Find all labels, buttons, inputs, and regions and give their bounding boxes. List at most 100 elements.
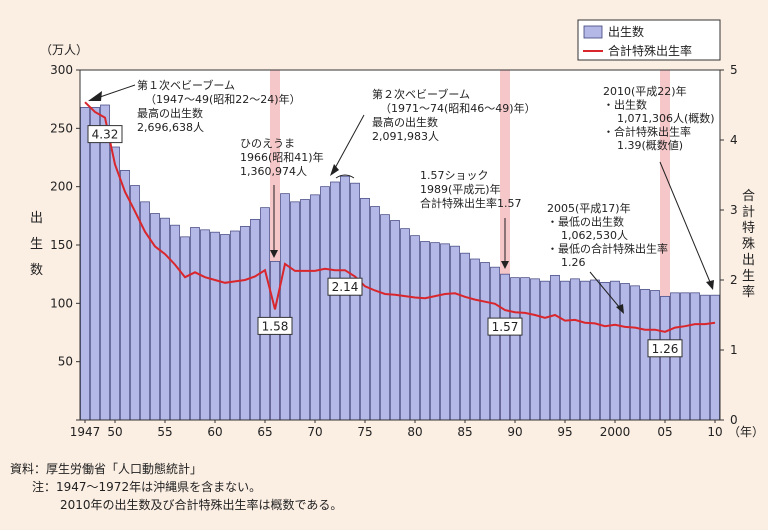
y-right-label-char-2: 特 (742, 221, 755, 236)
arrow-2010 (659, 161, 711, 283)
bar-1962 (230, 230, 240, 421)
tfr-box-label-1949: 4.32 (92, 128, 119, 142)
arrowhead-2005 (616, 304, 624, 314)
annotation-hinoe-0: ひのえうま (240, 137, 295, 150)
y-right-label-char-5: 生 (742, 269, 755, 284)
x-tick-label-1990: 90 (507, 425, 522, 439)
y-left-tick-label-100: 100 (50, 296, 73, 310)
bar-1976 (370, 206, 380, 421)
x-tick-label-2000: 2000 (600, 425, 631, 439)
bar-2005 (660, 295, 670, 421)
estimate-note: 2010年の出生数及び合計特殊出生率は概数である。 (60, 498, 343, 512)
bar-1949 (100, 104, 110, 421)
arrowhead-baby2 (330, 164, 339, 176)
bar-2008 (690, 292, 700, 421)
x-tick-label-1985: 85 (457, 425, 472, 439)
bar-1950 (110, 146, 120, 421)
bar-1984 (450, 245, 460, 421)
bar-1994 (550, 274, 560, 421)
bar-1985 (460, 252, 470, 421)
highlight-band-1966 (270, 70, 280, 420)
tfr-box-label-1989: 1.57 (492, 320, 519, 334)
y-right-label-char-4: 出 (742, 253, 755, 268)
bar-1993 (540, 280, 550, 421)
bar-1965 (260, 207, 270, 421)
tfr-box-1989 (487, 317, 523, 336)
y-left-label-char-2: 数 (30, 263, 43, 278)
bar-1975 (360, 197, 370, 421)
y-right-tick-label-5: 5 (730, 63, 738, 77)
arrowhead-hinoe (270, 250, 278, 258)
tfr-box-label-2005: 1.26 (652, 342, 679, 356)
annotation-low2005-4: 1.26 (561, 256, 586, 269)
tfr-box-1973 (327, 277, 363, 296)
x-tick-label-1947: 1947 (70, 425, 101, 439)
tfr-box-label-1966: 1.58 (262, 319, 289, 333)
y-left-tick-label-250: 250 (50, 121, 73, 135)
arrowhead-baby1 (88, 91, 102, 101)
bar-1995 (560, 280, 570, 421)
bar-1974 (350, 182, 360, 421)
annotation-shock-0: 1.57ショック (420, 169, 489, 182)
bar-1979 (400, 228, 410, 421)
bar-1971 (320, 186, 330, 421)
y-right-label-char-1: 計 (742, 204, 755, 220)
legend-label-tfr: 合計特殊出生率 (608, 43, 692, 58)
bar-1997 (580, 280, 590, 421)
annotation-y2010-3: ・合計特殊出生率 (603, 125, 691, 139)
y-left-tick-label-300: 300 (50, 63, 73, 77)
annotation-shock-2: 合計特殊出生率1.57 (420, 196, 522, 210)
annotation-low2005-1: ・最低の出生数 (547, 215, 624, 229)
bar-2001 (620, 283, 630, 421)
bar-1961 (220, 234, 230, 421)
bar-1951 (120, 169, 130, 421)
annotation-low2005-3: ・最低の合計特殊出生率 (547, 242, 668, 256)
bar-1973 (340, 175, 350, 421)
annotation-baby1-2: 最高の出生数 (137, 106, 203, 120)
tfr-box-label-1973: 2.14 (332, 280, 359, 294)
bar-1992 (530, 278, 540, 421)
bar-1960 (210, 231, 220, 421)
bar-1990 (510, 277, 520, 421)
bar-1978 (390, 220, 400, 421)
bar-2010 (710, 294, 720, 421)
y-left-label-char-1: 生 (30, 237, 43, 252)
annotation-baby2-0: 第２次ベビーブーム (372, 87, 470, 101)
x-tick-label-1950: 50 (107, 425, 122, 439)
x-axis-unit: （年） (728, 425, 764, 439)
y-left-tick-label-50: 50 (58, 355, 73, 369)
bar-1969 (300, 199, 310, 421)
y-right-label-char-6: 率 (742, 284, 755, 300)
bar-1999 (600, 281, 610, 421)
bar-1955 (160, 217, 170, 421)
bar-1989 (500, 273, 510, 421)
bar-1952 (130, 185, 140, 421)
bar-1982 (430, 242, 440, 421)
y-right-tick-label-4: 4 (730, 133, 738, 147)
annotation-hinoe-2: 1,360,974人 (240, 165, 307, 178)
bar-1981 (420, 241, 430, 421)
bar-1987 (480, 262, 490, 421)
bar-1954 (150, 213, 160, 421)
baby2-bracket (335, 174, 355, 179)
x-tick-label-1955: 55 (157, 425, 172, 439)
annotation-low2005-0: 2005(平成17)年 (547, 201, 631, 215)
bar-1991 (520, 277, 530, 421)
annotation-y2010-1: ・出生数 (603, 98, 647, 112)
legend-swatch-births (583, 25, 603, 39)
x-tick-label-1995: 95 (557, 425, 572, 439)
tfr-box-1966 (257, 316, 293, 335)
bar-2002 (630, 285, 640, 421)
x-tick-label-1960: 60 (207, 425, 222, 439)
tfr-box-2005 (647, 339, 683, 358)
annotation-baby2-1: （1971～74(昭和46～49)年） (380, 101, 536, 115)
arrow-2005 (589, 271, 621, 309)
annotation-baby2-3: 2,091,983人 (372, 130, 439, 143)
tfr-box-1949 (87, 125, 123, 144)
y-left-tick-label-200: 200 (50, 180, 73, 194)
bar-1959 (200, 229, 210, 421)
bar-1956 (170, 224, 180, 421)
bar-1998 (590, 279, 600, 421)
legend-label-births: 出生数 (608, 24, 644, 39)
